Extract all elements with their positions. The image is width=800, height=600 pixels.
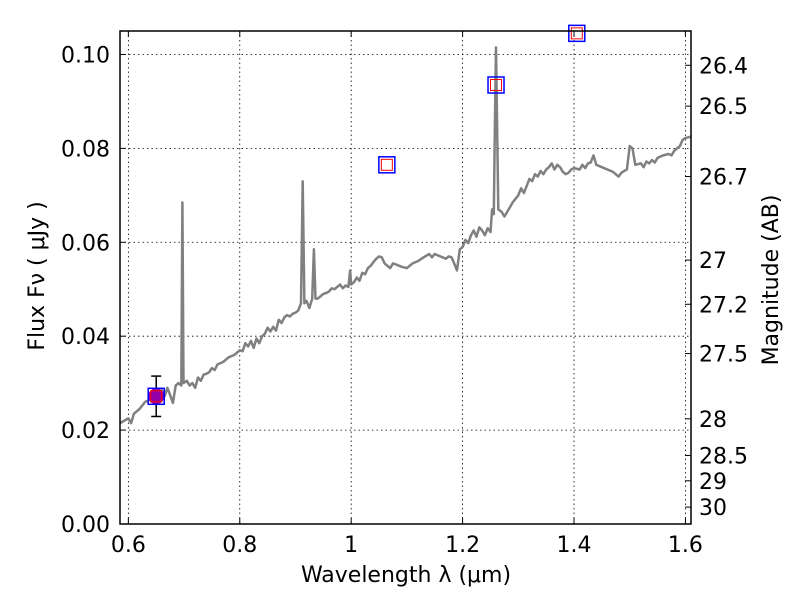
- model-point-inner: [150, 390, 163, 403]
- right-tick-label: 27.5: [699, 343, 748, 368]
- right-tick-label: 28: [699, 408, 727, 433]
- right-tick-label: 29: [699, 470, 727, 495]
- right-tick-label: 27: [699, 249, 727, 274]
- model-point-outer: [378, 156, 396, 174]
- model-point-outer: [568, 24, 586, 43]
- x-tick-label: 0.8: [222, 533, 257, 558]
- y-axis-label: Flux Fν ( μJy ): [25, 201, 50, 350]
- x-tick-label: 1.2: [445, 533, 480, 558]
- x-tick-label: 1: [344, 533, 358, 558]
- points-layer: [147, 24, 586, 418]
- plot-frame: [119, 30, 692, 525]
- model-point-outer: [487, 76, 505, 94]
- y-tick-label: 0.08: [61, 137, 110, 162]
- right-tick-label: 26.7: [699, 166, 748, 191]
- x-axis-label: Wavelength λ (μm): [301, 563, 511, 588]
- ticks-layer: 0.6 0.8 1 1.2 1.4 1.6 0.00 0.02 0.04 0.06 0.08 0.10…: [61, 31, 748, 558]
- right-tick-label: 30: [699, 496, 727, 521]
- x-tick-label: 0.6: [111, 533, 146, 558]
- right-tick-label: 27.2: [699, 293, 748, 318]
- model-point-outer: [147, 387, 165, 406]
- right-axis-label: Magnitude (AB): [759, 195, 784, 366]
- model-point-inner: [380, 158, 393, 171]
- y-tick-label: 0.04: [61, 325, 110, 350]
- y-tick-label: 0.06: [61, 231, 110, 256]
- spectrum-layer: [119, 46, 692, 425]
- x-tick-label: 1.6: [668, 533, 703, 558]
- spectrum-line: [119, 46, 692, 425]
- y-tick-label: 0.10: [61, 43, 110, 68]
- right-tick-label: 26.4: [699, 54, 748, 79]
- model-point-inner: [490, 78, 503, 91]
- right-tick-label: 26.5: [699, 95, 748, 120]
- x-tick-label: 1.4: [557, 533, 592, 558]
- y-tick-label: 0.00: [61, 513, 110, 538]
- y-tick-label: 0.02: [61, 419, 110, 444]
- grid: [120, 31, 691, 525]
- model-point-inner: [570, 27, 583, 40]
- right-tick-label: 28.5: [699, 444, 748, 469]
